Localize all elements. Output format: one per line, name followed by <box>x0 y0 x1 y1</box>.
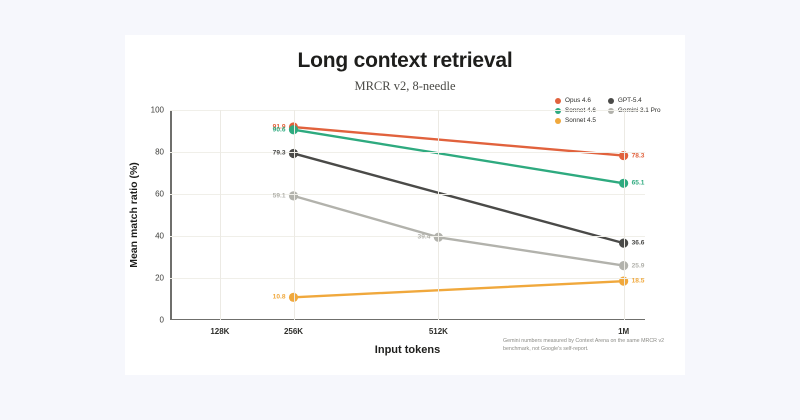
y-axis-tick-label: 20 <box>155 273 164 283</box>
series-line <box>292 279 625 299</box>
legend-item-opus-4-6[interactable]: Opus 4.6 <box>555 97 596 104</box>
y-axis-title: Mean match ratio (%) <box>128 162 140 268</box>
chart-footnote: Gemini numbers measured by Context Arena… <box>503 338 665 352</box>
y-axis-tick-label: 100 <box>150 105 164 115</box>
legend-swatch-icon <box>555 117 561 124</box>
x-axis-tick-label: 128K <box>210 327 230 336</box>
y-axis-tick-label: 0 <box>159 315 164 325</box>
legend-label: GPT-5.4 <box>617 97 642 104</box>
data-point-label: 39.4 <box>417 233 431 241</box>
series-line <box>292 152 625 245</box>
legend-item-sonnet-4-5[interactable]: Sonnet 4.5 <box>555 117 596 124</box>
gridline-horizontal <box>170 236 645 237</box>
gridline-horizontal <box>170 278 645 279</box>
chart-subtitle: MRCR v2, 8-needle <box>354 79 456 93</box>
legend-label: Sonnet 4.5 <box>565 117 596 124</box>
y-axis-tick-label: 60 <box>155 189 164 199</box>
x-axis-title: Input tokens <box>374 344 441 356</box>
series-line <box>292 125 625 157</box>
data-point-label: 10.8 <box>272 293 286 301</box>
plot-area: Mean match ratio (%) Input tokens 0 20 40 6… <box>128 106 645 356</box>
chart-card: Long context retrieval MRCR v2, 8-needle… <box>125 35 685 375</box>
gridline-vertical <box>293 110 295 320</box>
gridline-horizontal <box>170 110 645 111</box>
series-line <box>292 128 625 185</box>
legend-item-gpt-5-4[interactable]: GPT-5.4 <box>607 97 661 104</box>
gridline-vertical <box>623 110 625 320</box>
gridline-vertical <box>438 110 440 320</box>
y-axis-tick-label: 80 <box>155 147 164 157</box>
series-layer <box>288 122 629 302</box>
data-point-label: 90.6 <box>272 126 286 134</box>
gridline-horizontal <box>170 194 645 195</box>
data-point-label: 65.1 <box>631 179 645 187</box>
gridline-vertical <box>219 110 221 320</box>
y-axis-line <box>170 110 172 320</box>
gridline-horizontal <box>170 152 645 153</box>
legend-swatch-icon <box>555 97 561 104</box>
data-point-label: 18.5 <box>631 277 645 285</box>
legend-swatch-icon <box>607 97 614 104</box>
data-point-label: 59.1 <box>272 192 286 200</box>
x-axis-tick-label: 256K <box>283 327 304 336</box>
x-axis-tick-label: 512K <box>428 327 448 336</box>
data-point-label: 79.3 <box>272 149 286 157</box>
data-point-label: 78.3 <box>631 152 645 160</box>
y-axis-tick-label: 40 <box>155 231 164 241</box>
data-point-label: 36.6 <box>631 239 645 247</box>
legend-label: Opus 4.6 <box>565 97 591 104</box>
x-axis-tick-label: 1M <box>618 327 630 336</box>
x-axis-line <box>170 318 645 320</box>
data-point-label: 91.9 <box>272 123 286 131</box>
data-point-label: 25.9 <box>631 262 645 270</box>
chart-title: Long context retrieval <box>297 49 513 72</box>
